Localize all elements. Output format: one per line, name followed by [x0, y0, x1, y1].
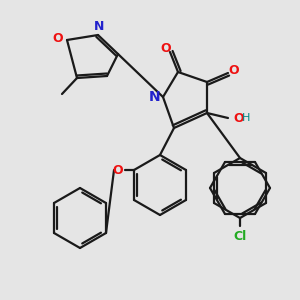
Text: O: O	[229, 64, 239, 77]
Text: N: N	[149, 90, 161, 104]
Text: Cl: Cl	[233, 230, 247, 242]
Text: O: O	[161, 41, 171, 55]
Text: O: O	[233, 112, 244, 124]
Text: O: O	[53, 32, 63, 44]
Text: H: H	[242, 113, 250, 123]
Text: O: O	[113, 164, 123, 176]
Text: N: N	[94, 20, 104, 32]
